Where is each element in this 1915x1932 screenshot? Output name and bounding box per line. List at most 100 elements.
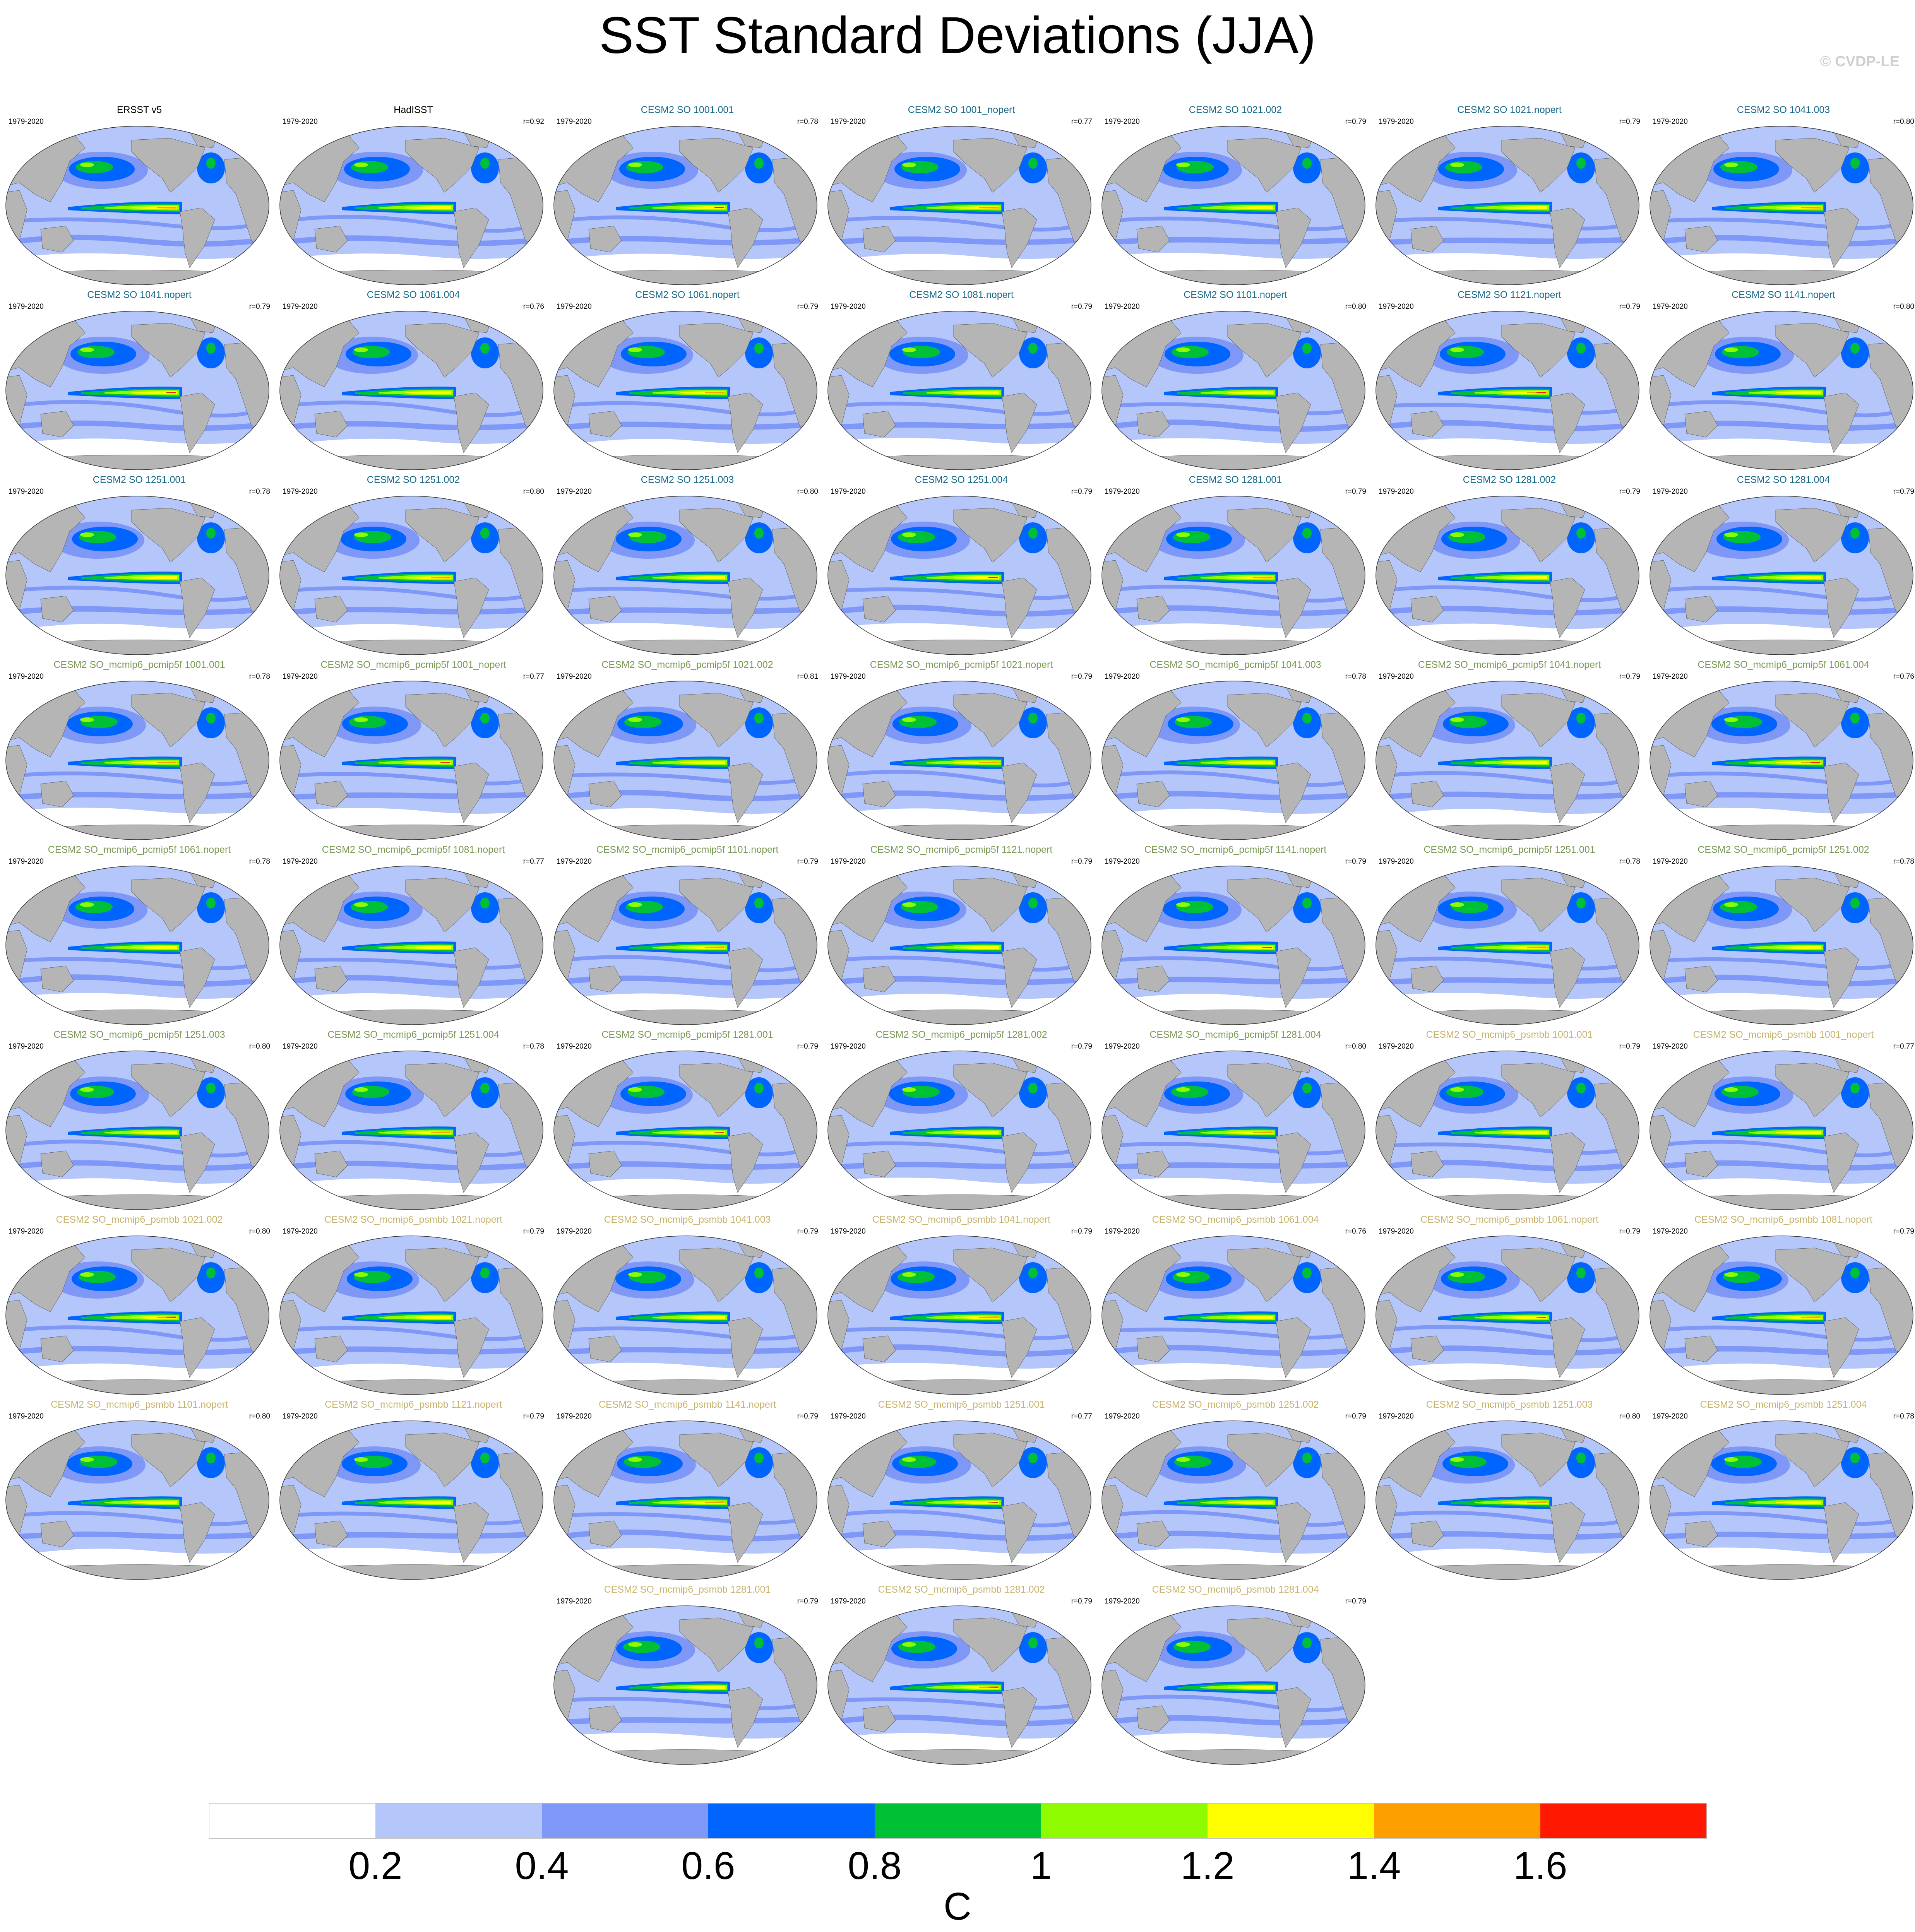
land-south-america — [1550, 1502, 1585, 1563]
panel-title: CESM2 SO 1021.nopert — [1457, 104, 1562, 115]
land-australia — [314, 965, 348, 993]
cold-tongue-yellow — [1228, 1316, 1273, 1319]
land-europe-africa-east — [772, 895, 817, 993]
panel-period: 1979-2020 — [283, 857, 318, 866]
land-north-america — [1227, 1248, 1302, 1302]
land-antarctica — [1376, 1010, 1639, 1025]
map-outline — [1375, 1420, 1639, 1580]
map-panel: CESM2 SO_mcmip6_psmbb 1251.004 1979-2020 r… — [1648, 1399, 1915, 1581]
subtropical-stripe — [554, 587, 817, 601]
land-south-america — [728, 1132, 763, 1193]
panel-period: 1979-2020 — [283, 1412, 318, 1420]
land-australia — [314, 1520, 348, 1547]
north-pacific-core — [1445, 161, 1482, 173]
cold-tongue-orange — [979, 207, 999, 209]
panel-period: 1979-2020 — [283, 673, 318, 681]
map-outline — [827, 866, 1091, 1025]
land-antarctica — [6, 455, 269, 470]
land-north-america — [405, 1248, 480, 1302]
cold-tongue-yellow — [406, 946, 451, 949]
land-australia — [314, 1335, 348, 1362]
land-north-america — [405, 323, 480, 378]
land-north-america — [679, 1432, 754, 1487]
land-north-america — [679, 323, 754, 378]
panel-title: CESM2 SO_mcmip6_psmbb 1251.004 — [1700, 1399, 1867, 1410]
land-south-america — [1550, 1317, 1585, 1378]
sst-map — [5, 126, 269, 285]
kuroshio-core — [80, 1457, 94, 1462]
watermark: © CVDP-LE — [1820, 53, 1900, 70]
land-australia — [1684, 1150, 1718, 1177]
subtropical-stripe — [6, 400, 269, 418]
north-pacific-core — [624, 716, 661, 728]
kuroshio-core — [1176, 532, 1190, 537]
land-australia — [1410, 411, 1444, 438]
land-south-america — [454, 1502, 489, 1563]
north-atlantic-core — [480, 343, 490, 354]
land-south-america — [180, 762, 215, 823]
land-south-america — [1824, 1317, 1859, 1378]
land-europe-africa-east — [1046, 710, 1091, 808]
panel-title: CESM2 SO_mcmip6_pcmip5f 1251.001 — [1423, 844, 1595, 855]
land-south-america — [1002, 1317, 1037, 1378]
land-south-america — [1824, 577, 1859, 638]
land-europe-africa-east — [1868, 155, 1913, 253]
land-antarctica — [280, 270, 543, 285]
land-europe-africa-east — [1046, 155, 1091, 253]
map-outline — [1101, 311, 1365, 470]
map-outline — [553, 681, 817, 840]
north-atlantic-core — [1028, 343, 1038, 354]
map-outline — [5, 681, 269, 840]
land-australia — [1684, 226, 1718, 253]
map-panel: CESM2 SO_mcmip6_psmbb 1021.002 1979-2020 r… — [4, 1214, 275, 1396]
land-europe-africa-east — [1594, 340, 1639, 438]
north-atlantic-core — [1850, 1453, 1860, 1463]
kuroshio-core — [902, 1272, 916, 1277]
land-australia — [588, 1520, 622, 1547]
map-panel: CESM2 SO_mcmip6_pcmip5f 1001.001 1979-202… — [4, 659, 275, 841]
subtropical-stripe — [1650, 957, 1913, 970]
land-north-america — [1775, 1063, 1850, 1117]
panel-title: CESM2 SO_mcmip6_psmbb 1281.002 — [878, 1584, 1045, 1595]
cold-tongue-orange — [1527, 1501, 1547, 1503]
land-australia — [40, 1520, 74, 1547]
panel-period: 1979-2020 — [831, 488, 866, 496]
kuroshio-core — [1724, 347, 1738, 352]
map-outline — [1650, 681, 1913, 840]
land-europe-africa-east — [772, 1265, 817, 1362]
land-south-america — [728, 392, 763, 453]
land-south-america — [1550, 947, 1585, 1008]
panel-title: CESM2 SO_mcmip6_psmbb 1251.002 — [1152, 1399, 1319, 1410]
cold-tongue-yellow — [1228, 946, 1273, 949]
subtropical-stripe — [1102, 216, 1365, 231]
sst-map — [1101, 1236, 1365, 1395]
cold-tongue-yellow — [1776, 576, 1821, 579]
kuroshio-core — [628, 717, 642, 722]
map-outline — [553, 311, 817, 470]
pattern-correlation: r=0.77 — [523, 673, 544, 681]
land-europe-africa-east — [1320, 155, 1365, 253]
sst-map — [279, 1420, 543, 1580]
cold-tongue-yellow — [132, 1501, 177, 1504]
land-antarctica — [554, 1010, 817, 1025]
panel-period: 1979-2020 — [1653, 303, 1688, 311]
panel-title: ERSST v5 — [116, 104, 162, 115]
pattern-correlation: r=0.79 — [1071, 303, 1092, 311]
land-antarctica — [280, 1379, 543, 1395]
pattern-correlation: r=0.78 — [1345, 673, 1366, 681]
land-australia — [314, 411, 348, 438]
land-antarctica — [554, 270, 817, 285]
north-atlantic-core — [754, 158, 764, 169]
map-panel: CESM2 SO 1141.nopert 1979-2020 r=0.80 — [1648, 289, 1915, 471]
panel-title: CESM2 SO_mcmip6_psmbb 1101.nopert — [50, 1399, 228, 1410]
land-south-america — [454, 207, 489, 268]
north-atlantic-core — [1850, 1268, 1860, 1278]
panel-title: CESM2 SO_mcmip6_pcmip5f 1101.nopert — [596, 844, 779, 855]
map-outline — [827, 1605, 1091, 1765]
subtropical-stripe — [1376, 957, 1639, 971]
pattern-correlation: r=0.79 — [523, 1412, 544, 1420]
cold-tongue-red — [988, 1502, 998, 1503]
map-outline — [5, 866, 269, 1025]
land-north-america — [1775, 138, 1850, 193]
